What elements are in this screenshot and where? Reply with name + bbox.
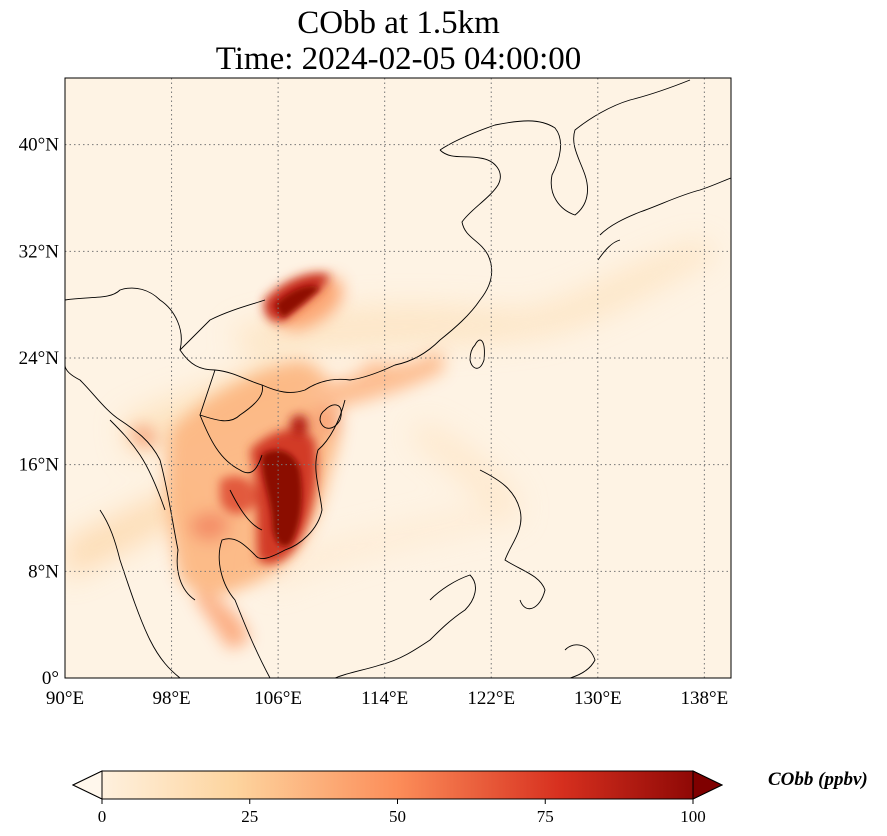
colorbar-tick-label: 0 (98, 807, 107, 826)
lon-tick-label: 122°E (467, 688, 515, 709)
colorbar-body (71, 770, 724, 800)
lat-tick-label: 40°N (19, 135, 60, 156)
colorbar-tick-label: 50 (389, 807, 406, 826)
lat-tick-label: 0° (42, 668, 59, 689)
lon-tick-label: 90°E (46, 688, 84, 709)
longitude-ticks: 90°E 98°E 106°E 114°E 122°E 130°E 138°E (46, 688, 728, 709)
colorbar-tick-label: 100 (680, 807, 706, 826)
colorbar-tick-label: 25 (241, 807, 258, 826)
lon-tick-label: 130°E (574, 688, 622, 709)
lon-tick-label: 106°E (254, 688, 302, 709)
lon-tick-label: 98°E (152, 688, 190, 709)
coastlines (65, 79, 731, 678)
lat-tick-label: 16°N (19, 455, 60, 476)
lat-tick-label: 32°N (19, 241, 60, 262)
colorbar-min-extend (71, 770, 103, 800)
lon-tick-label: 114°E (361, 688, 408, 709)
colorbar-tick-label: 75 (537, 807, 554, 826)
latitude-ticks: 0° 8°N 16°N 24°N 32°N 40°N (19, 135, 60, 689)
lat-tick-label: 24°N (19, 348, 60, 369)
lat-tick-label: 8°N (28, 561, 59, 582)
gridlines (65, 78, 731, 678)
map-frame (64, 77, 732, 679)
colorbar: 0 25 50 75 100 (71, 770, 724, 826)
colorbar-ticks: 0 25 50 75 100 (98, 799, 706, 826)
co-concentration-field (65, 78, 731, 678)
map-title-line1: CObb at 1.5km (297, 5, 500, 41)
colorbar-max-extend (692, 770, 724, 800)
lon-tick-label: 138°E (681, 688, 729, 709)
colorbar-label: CObb (ppbv) (768, 769, 868, 790)
map-title-line2: Time: 2024-02-05 04:00:00 (215, 41, 582, 77)
